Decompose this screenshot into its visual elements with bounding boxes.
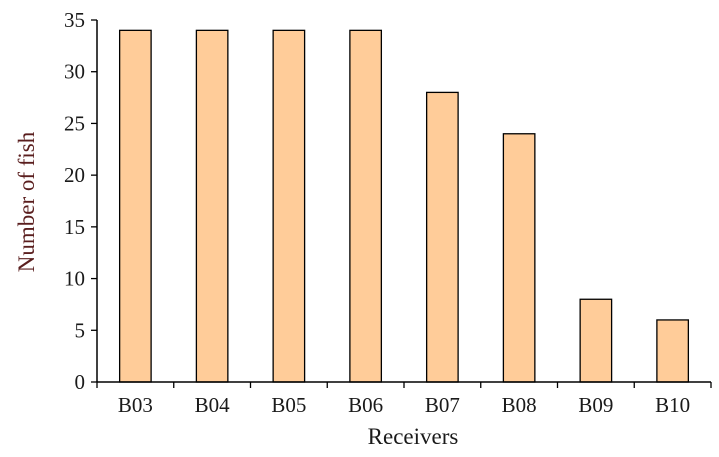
y-tick-label-30: 30 <box>64 60 85 84</box>
bar-b06 <box>350 30 381 382</box>
bar-b07 <box>427 92 458 382</box>
x-tick-label-b08: B08 <box>502 393 537 417</box>
y-tick-label-20: 20 <box>64 163 85 187</box>
y-tick-label-10: 10 <box>64 267 85 291</box>
x-tick-label-b04: B04 <box>195 393 231 417</box>
bar-b04 <box>196 30 227 382</box>
bar-b09 <box>580 299 611 382</box>
x-tick-label-b09: B09 <box>578 393 613 417</box>
y-tick-label-0: 0 <box>75 370 86 394</box>
y-tick-label-15: 15 <box>64 215 85 239</box>
x-axis-title: Receivers <box>368 424 459 449</box>
x-tick-label-b07: B07 <box>425 393 460 417</box>
bar-b05 <box>273 30 304 382</box>
bar-b10 <box>657 320 688 382</box>
axes-layer <box>91 20 711 388</box>
y-axis-title: Number of fish <box>14 131 39 272</box>
y-tick-label-35: 35 <box>64 8 85 32</box>
x-tick-label-b06: B06 <box>348 393 383 417</box>
bar-b03 <box>120 30 151 382</box>
y-tick-label-5: 5 <box>75 318 86 342</box>
x-tick-label-b05: B05 <box>271 393 306 417</box>
y-tick-label-25: 25 <box>64 111 85 135</box>
bar-b08 <box>503 134 534 382</box>
x-tick-label-b03: B03 <box>118 393 153 417</box>
x-tick-label-b10: B10 <box>655 393 690 417</box>
bars-layer <box>120 30 689 382</box>
